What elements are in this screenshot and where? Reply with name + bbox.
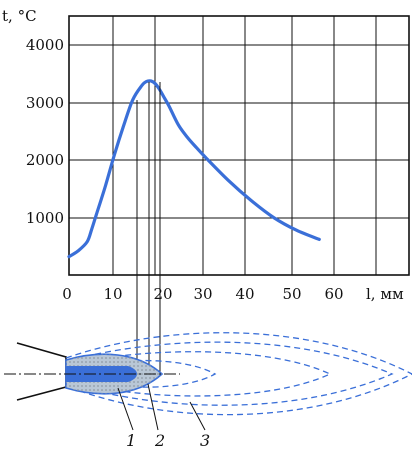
x-tick-10: 10 [103, 285, 122, 303]
y-tick-2000: 2000 [26, 151, 64, 169]
x-tick-0: 0 [62, 285, 72, 303]
chart-grid [69, 16, 409, 275]
x-tick-60: 60 [324, 285, 343, 303]
x-tick-40: 40 [235, 285, 254, 303]
x-tick-labels: 0 10 20 30 40 50 60 [62, 285, 343, 303]
x-tick-50: 50 [282, 285, 301, 303]
label-3: 3 [200, 431, 210, 450]
leader-3 [189, 401, 206, 431]
torch-nozzle [16, 342, 67, 401]
label-1: 1 [126, 431, 136, 450]
y-tick-4000: 4000 [26, 36, 64, 54]
leader-1 [117, 387, 134, 431]
label-2: 2 [154, 431, 165, 450]
flame-inner-cone [66, 366, 137, 382]
temperature-curve [67, 79, 321, 259]
leader-2 [147, 383, 159, 431]
x-tick-30: 30 [193, 285, 212, 303]
y-tick-labels: 1000 2000 3000 4000 [26, 36, 64, 227]
y-tick-3000: 3000 [26, 94, 64, 112]
x-axis-label: l, мм [366, 285, 404, 303]
flame-zone-mid-outer [65, 341, 394, 406]
x-tick-20: 20 [153, 285, 172, 303]
y-axis-label: t, °C [2, 7, 37, 25]
plot-frame [68, 15, 410, 276]
y-tick-1000: 1000 [26, 209, 64, 227]
flame-diagram: 1 2 3 [4, 332, 412, 450]
